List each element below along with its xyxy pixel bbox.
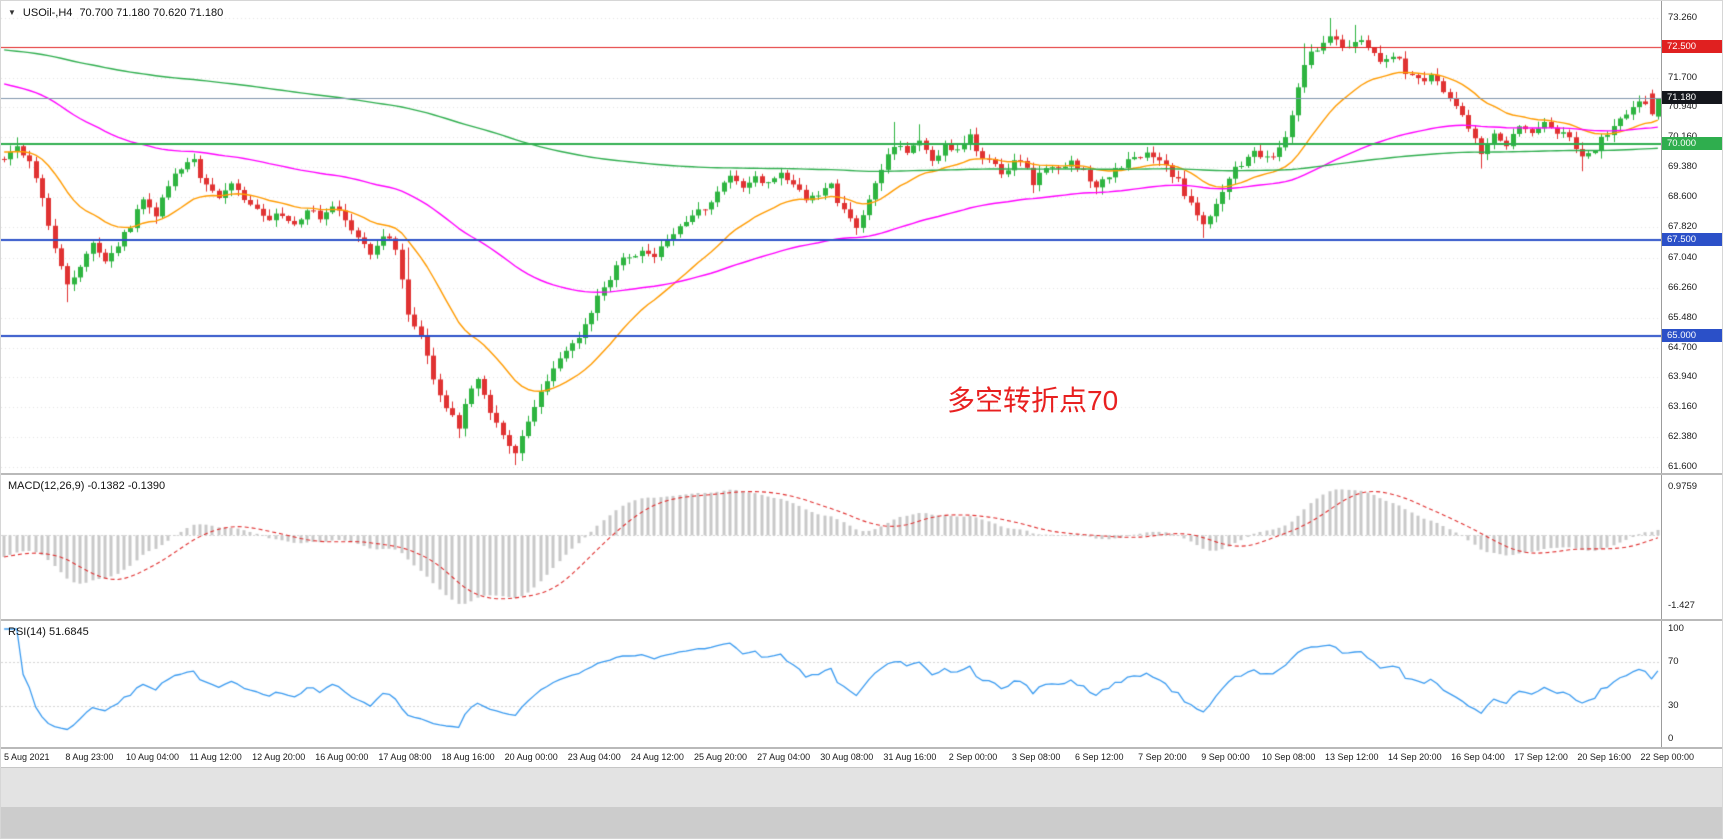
time-axis-label: 13 Sep 12:00 xyxy=(1324,752,1379,762)
time-axis-label: 20 Aug 00:00 xyxy=(504,752,558,762)
rsi-axis-label: 100 xyxy=(1668,623,1684,634)
time-axis-label: 30 Aug 08:00 xyxy=(820,752,874,762)
time-axis-label: 8 Aug 23:00 xyxy=(65,752,114,762)
hline-price-badge[interactable]: 70.000 xyxy=(1662,137,1722,150)
chart-header: ▼ USOil-,H4 70.700 71.180 70.620 71.180 xyxy=(8,7,223,19)
chart-text-annotation: 多空转折点70 xyxy=(947,385,1119,416)
rsi-axis-label: 0 xyxy=(1668,733,1674,744)
macd-axis-label: -1.427 xyxy=(1668,600,1695,611)
price-axis-label: 71.700 xyxy=(1668,72,1698,83)
time-axis-label: 3 Sep 08:00 xyxy=(1011,752,1061,762)
panel-separator[interactable] xyxy=(1,619,1722,621)
time-axis-label: 5 Aug 2021 xyxy=(4,752,50,762)
price-axis-label: 70.160 xyxy=(1668,132,1697,142)
time-axis-label: 17 Aug 08:00 xyxy=(378,752,432,762)
rsi-axis-label: 70 xyxy=(1668,656,1679,667)
time-axis-label: 20 Sep 16:00 xyxy=(1577,752,1631,762)
time-axis-label: 11 Aug 12:00 xyxy=(189,752,242,762)
price-axis-label: 73.260 xyxy=(1668,12,1698,23)
footer-strip-upper xyxy=(1,767,1722,807)
rsi-indicator-canvas[interactable] xyxy=(1,621,1661,747)
macd-header: MACD(12,26,9) -0.1382 -0.1390 xyxy=(8,480,165,492)
time-axis-label: 14 Sep 20:00 xyxy=(1388,752,1442,762)
time-axis-label: 6 Sep 12:00 xyxy=(1074,752,1124,762)
time-axis-label: 31 Aug 16:00 xyxy=(883,752,937,762)
price-scale-axis[interactable]: 73.260 71.700 70.940 70.160 69.380 68.600 67.8… xyxy=(1661,1,1722,747)
price-axis-label: 67.820 xyxy=(1668,221,1698,232)
price-axis-label: 63.160 xyxy=(1668,401,1698,412)
price-axis-label: 69.380 xyxy=(1668,161,1698,172)
time-axis-label: 23 Aug 04:00 xyxy=(567,752,621,762)
footer-strip-lower xyxy=(1,807,1722,838)
time-axis-label: 10 Sep 08:00 xyxy=(1261,752,1316,762)
time-axis-label: 25 Aug 20:00 xyxy=(694,752,748,762)
price-axis-label: 66.260 xyxy=(1668,282,1698,293)
price-axis-label: 68.600 xyxy=(1668,191,1698,202)
time-axis-label: 16 Aug 00:00 xyxy=(315,752,369,762)
rsi-axis-label: 30 xyxy=(1668,700,1679,711)
current-price-badge[interactable]: 71.180 xyxy=(1662,91,1722,104)
one-click-trading-collapse-icon[interactable]: ▼ xyxy=(8,8,16,17)
time-axis-label: 16 Sep 04:00 xyxy=(1451,752,1505,762)
time-axis-label: 27 Aug 04:00 xyxy=(757,752,811,762)
rsi-title-label: RSI(14) 51.6845 xyxy=(8,626,89,638)
time-axis-label: 10 Aug 04:00 xyxy=(125,752,179,762)
price-axis-label: 70.940 xyxy=(1668,101,1698,112)
price-chart-canvas[interactable] xyxy=(1,1,1661,473)
rsi-header: RSI(14) 51.6845 xyxy=(8,626,89,638)
time-axis-label: 24 Aug 12:00 xyxy=(630,752,684,762)
macd-axis-label: 0.9759 xyxy=(1668,481,1698,492)
price-axis-label: 63.940 xyxy=(1668,371,1698,382)
time-axis-label: 2 Sep 00:00 xyxy=(948,752,998,762)
hline-price-badge[interactable]: 67.500 xyxy=(1662,233,1722,246)
price-axis-label: 67.040 xyxy=(1668,252,1698,263)
time-axis-label: 18 Aug 16:00 xyxy=(441,752,495,762)
time-axis-label: 22 Sep 00:00 xyxy=(1640,752,1695,762)
time-axis-label: 9 Sep 00:00 xyxy=(1201,752,1250,762)
price-axis-label: 64.700 xyxy=(1668,342,1698,353)
time-axis-label: 12 Aug 20:00 xyxy=(252,752,306,762)
panel-separator[interactable] xyxy=(1,473,1722,475)
panel-separator[interactable] xyxy=(1,747,1722,749)
hline-price-badge[interactable]: 72.500 xyxy=(1662,40,1722,53)
price-axis-label: 61.600 xyxy=(1668,461,1698,472)
price-axis-label: 65.480 xyxy=(1668,312,1698,323)
time-axis-label: 7 Sep 20:00 xyxy=(1138,752,1187,762)
symbol-timeframe-label: USOil-,H4 xyxy=(22,7,73,19)
macd-indicator-canvas[interactable] xyxy=(1,475,1661,619)
ohlc-values: 70.700 71.180 70.620 71.180 xyxy=(79,7,224,19)
price-axis-label: 62.380 xyxy=(1668,431,1698,442)
hline-price-badge[interactable]: 65.000 xyxy=(1662,329,1722,342)
macd-title-label: MACD(12,26,9) -0.1382 -0.1390 xyxy=(8,480,166,492)
time-axis-label: 17 Sep 12:00 xyxy=(1514,752,1568,762)
time-scale-axis[interactable]: 5 Aug 2021 8 Aug 23:00 10 Aug 04:00 11 Aug … xyxy=(1,749,1722,767)
